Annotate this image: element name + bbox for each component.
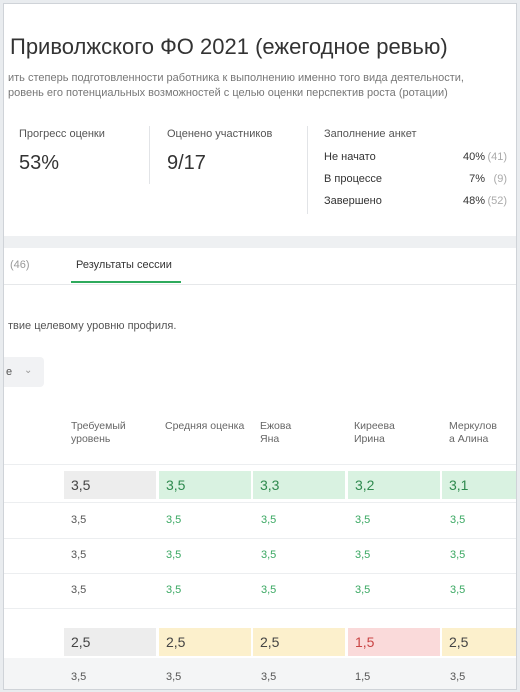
- fill-row-percent: 40%: [462, 151, 485, 163]
- description-line-2: ровень его потенциальных возможностей с …: [8, 87, 448, 99]
- fill-row-name: Завершено: [324, 195, 382, 207]
- table-cell: 3,2: [348, 471, 440, 499]
- progress-label: Прогресс оценки: [19, 128, 105, 140]
- section-subtext: твие целевому уровню профиля.: [8, 320, 177, 332]
- column-header-participant: Меркулов а Алина: [449, 420, 497, 445]
- table-cell: 3,5: [261, 514, 277, 526]
- fill-label: Заполнение анкет: [324, 128, 417, 140]
- table-cell: 2,5: [442, 628, 516, 656]
- progress-value: 53%: [19, 152, 60, 174]
- table-cell: 3,5: [71, 549, 87, 561]
- row-divider: [4, 573, 516, 574]
- table-cell: 3,5: [71, 514, 87, 526]
- section-separator: [4, 236, 516, 248]
- table-cell: 3,5: [450, 584, 466, 596]
- table-cell: 3,5: [450, 514, 466, 526]
- description-line-1: ить степерь подготовленности работника к…: [8, 72, 464, 84]
- table-cell: 3,5: [355, 549, 371, 561]
- column-header-average-score: Средняя оценка: [165, 420, 245, 432]
- tab-session-results[interactable]: Результаты сессии: [76, 259, 172, 271]
- fill-row-count: (41): [487, 151, 507, 163]
- stats-divider: [307, 126, 308, 214]
- table-cell: 3,5: [166, 514, 182, 526]
- column-header-participant: Киреева Ирина: [354, 420, 395, 445]
- table-cell: 3,5: [166, 584, 182, 596]
- table-cell: 3,5: [166, 549, 182, 561]
- table-cell: 3,5: [450, 549, 466, 561]
- table-cell: 3,5: [71, 671, 87, 683]
- table-cell: 3,5: [355, 584, 371, 596]
- rated-label: Оценено участников: [167, 128, 273, 140]
- table-cell: 3,5: [261, 549, 277, 561]
- fill-row-name: В процессе: [324, 173, 382, 185]
- table-cell: 3,1: [442, 471, 516, 499]
- fill-row-count: (9): [493, 173, 507, 185]
- table-cell: 3,5: [261, 584, 277, 596]
- table-cell: 3,5: [71, 584, 87, 596]
- table-cell: 3,3: [253, 471, 345, 499]
- table-cell: 3,5: [166, 671, 182, 683]
- fill-row-percent: 48%: [462, 195, 485, 207]
- rated-value: 9/17: [167, 152, 206, 174]
- filter-dropdown[interactable]: е ⌄: [4, 357, 44, 387]
- tabs-border: [4, 284, 516, 285]
- app-frame: Приволжского ФО 2021 (ежегодное ревью) и…: [3, 3, 517, 690]
- row-divider: [4, 502, 516, 503]
- row-divider: [4, 608, 516, 609]
- column-header-required-level: Требуемый уровень: [71, 420, 126, 445]
- table-cell: 2,5: [159, 628, 251, 656]
- table-cell: 3,5: [355, 514, 371, 526]
- table-cell: 3,5: [159, 471, 251, 499]
- column-header-participant: Ежова Яна: [260, 420, 292, 445]
- table-row: 3,5 3,5 3,5 1,5 3,5: [4, 658, 516, 689]
- table-cell: 3,5: [450, 671, 466, 683]
- active-tab-indicator: [71, 281, 181, 283]
- row-divider: [4, 538, 516, 539]
- tab-previous-count[interactable]: (46): [10, 259, 30, 271]
- table-header-divider: [4, 464, 516, 465]
- fill-row-percent: 7%: [469, 173, 485, 185]
- fill-row-count: (52): [487, 195, 507, 207]
- dropdown-value: е: [6, 366, 13, 378]
- table-cell: 1,5: [355, 671, 371, 683]
- stats-divider: [149, 126, 150, 184]
- table-cell: 2,5: [64, 628, 156, 656]
- table-cell: 3,5: [64, 471, 156, 499]
- page-title: Приволжского ФО 2021 (ежегодное ревью): [10, 34, 448, 59]
- table-cell: 2,5: [253, 628, 345, 656]
- table-cell: 3,5: [261, 671, 277, 683]
- chevron-down-icon: ⌄: [24, 365, 33, 376]
- fill-row-name: Не начато: [324, 151, 376, 163]
- table-cell: 1,5: [348, 628, 440, 656]
